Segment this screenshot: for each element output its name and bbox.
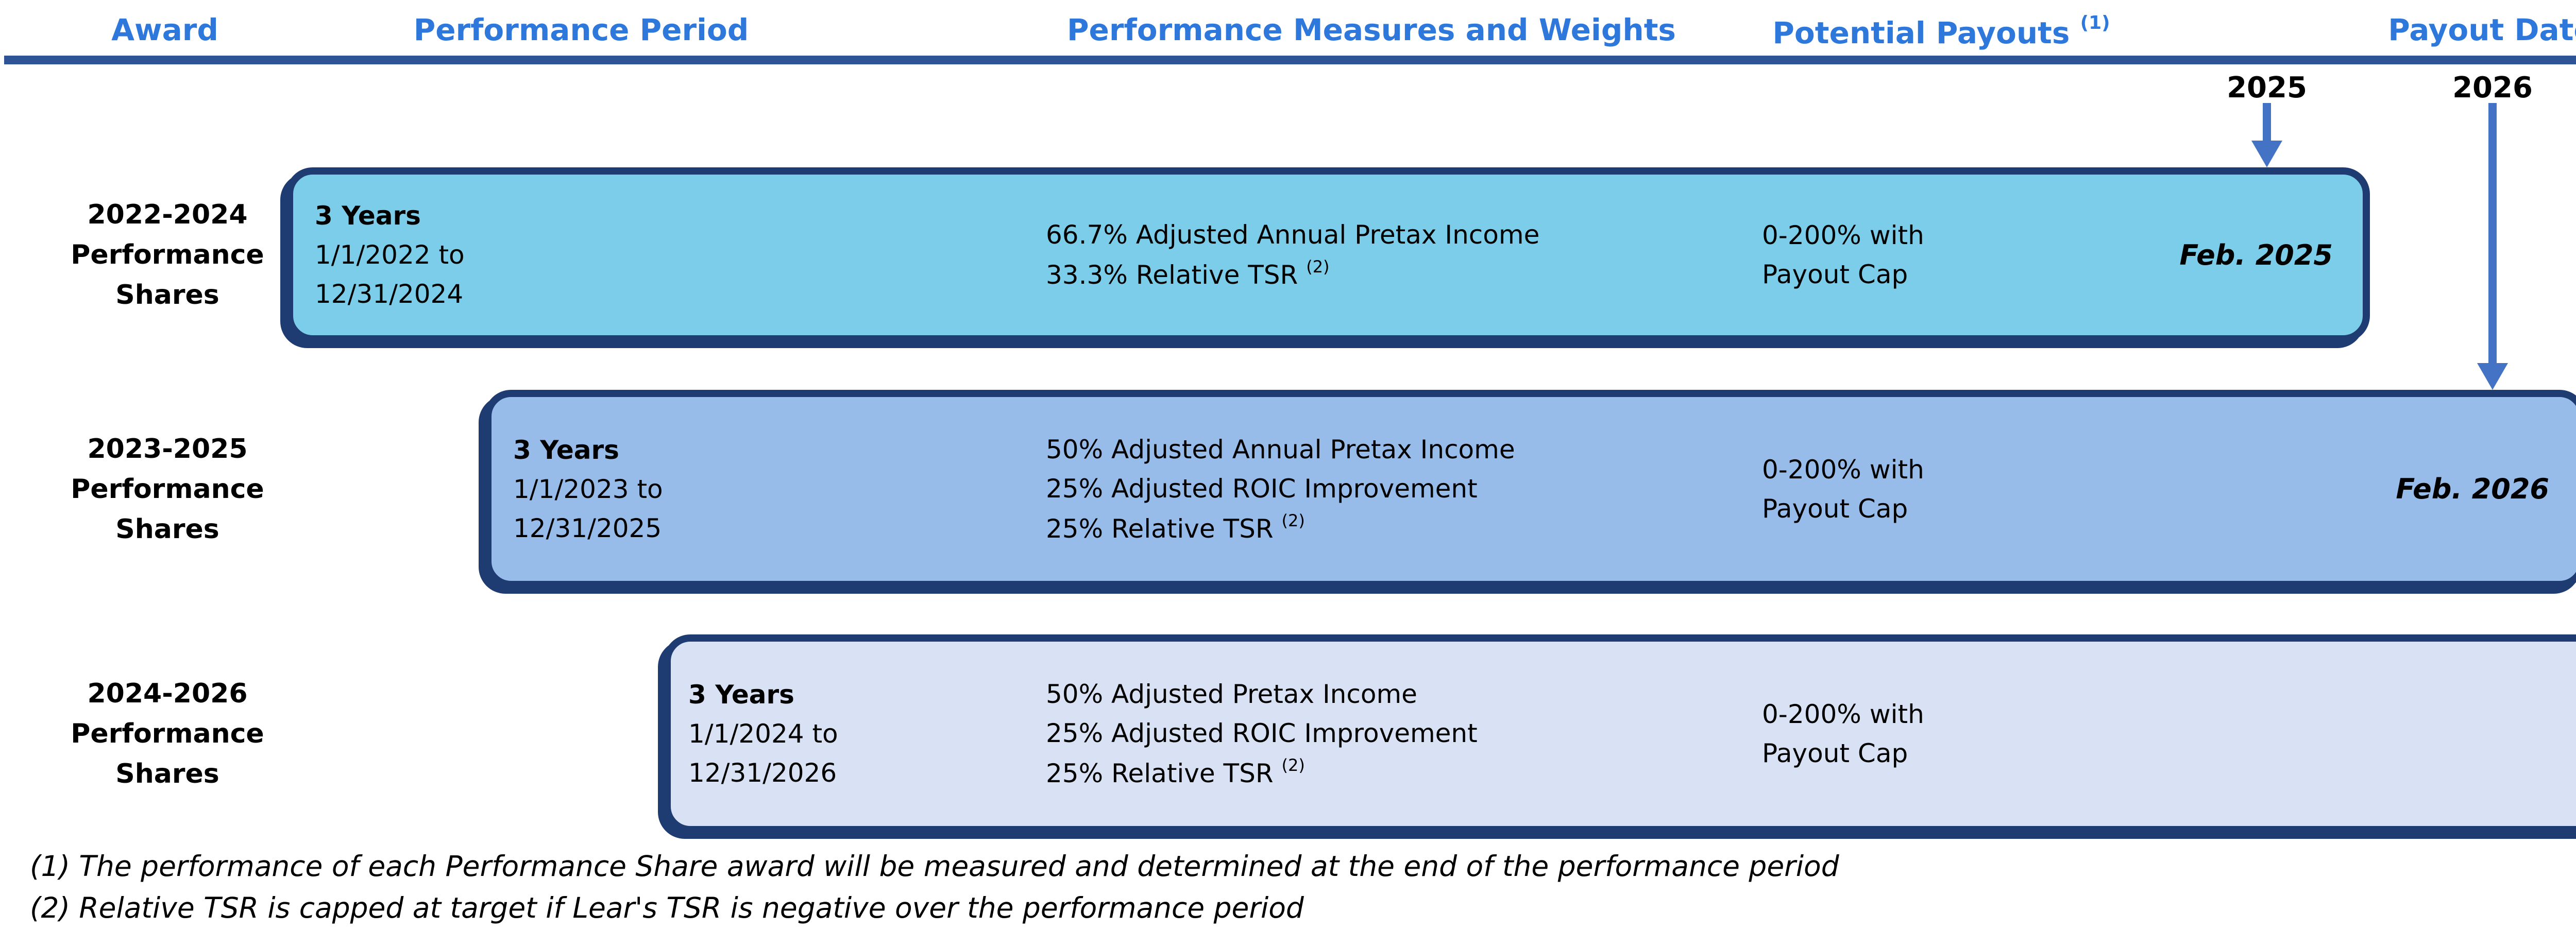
award-line: Performance <box>71 239 264 270</box>
potential-payouts-label: Potential Payouts <box>1772 15 2070 50</box>
award-line: 2023-2025 <box>87 433 248 464</box>
performance-bar-2023-2025: 3 Years 1/1/2023 to 12/31/2025 50% Adjus… <box>484 390 2576 588</box>
year-label-2026: 2026 <box>2452 71 2533 105</box>
arrow-2025-head-icon <box>2251 141 2282 167</box>
footnote-2-marker: (2) <box>1281 510 1305 530</box>
measures-column: 50% Adjusted Annual Pretax Income 25% Ad… <box>1046 397 1515 581</box>
period-column: 3 Years 1/1/2023 to 12/31/2025 <box>513 397 663 581</box>
column-header-performance-period: Performance Period <box>413 12 749 47</box>
payout-line: Payout Cap <box>1762 738 1908 768</box>
measures-column: 50% Adjusted Pretax Income 25% Adjusted … <box>1046 642 1478 826</box>
footnote-2-marker: (2) <box>1306 257 1330 277</box>
footnote-1-marker: (1) <box>2080 12 2110 33</box>
payout-column: 0-200% with Payout Cap <box>1762 642 1924 826</box>
period-column: 3 Years 1/1/2024 to 12/31/2026 <box>688 642 838 826</box>
award-line: Performance <box>71 718 264 749</box>
award-line: 2024-2026 <box>87 678 248 709</box>
performance-bar-2024-2026: 3 Years 1/1/2024 to 12/31/2026 50% Adjus… <box>664 634 2576 833</box>
footnote-2-marker: (2) <box>1281 755 1305 775</box>
period-start: 1/1/2023 to <box>513 474 663 504</box>
payout-column: 0-200% with Payout Cap <box>1762 175 1924 335</box>
award-label-2022-2024: 2022-2024 Performance Shares <box>5 167 330 342</box>
column-header-award: Award <box>111 12 218 47</box>
award-line: Shares <box>115 759 219 789</box>
award-line: 2022-2024 <box>87 199 248 230</box>
measure-text: 25% Relative TSR <box>1046 759 1274 788</box>
period-start: 1/1/2022 to <box>315 240 465 270</box>
arrow-2026 <box>2477 0 2508 390</box>
measure-line: 25% Adjusted ROIC Improvement <box>1046 473 1478 504</box>
payout-line: 0-200% with <box>1762 220 1924 250</box>
header-divider-rule <box>4 56 2576 64</box>
arrow-2025-shaft <box>2263 103 2271 142</box>
arrow-2026-head-icon <box>2477 363 2508 390</box>
period-duration: 3 Years <box>688 680 794 710</box>
measure-line: 50% Adjusted Pretax Income <box>1046 679 1417 709</box>
column-header-measures-weights: Performance Measures and Weights <box>1067 12 1676 47</box>
payout-date: Feb. 2026 <box>2396 473 2549 505</box>
award-line: Shares <box>115 513 219 545</box>
payout-date: Feb. 2025 <box>2179 238 2333 271</box>
payout-line: 0-200% with <box>1762 699 1924 729</box>
year-label-2025: 2025 <box>2227 71 2307 105</box>
measures-column: 66.7% Adjusted Annual Pretax Income 33.3… <box>1046 175 1539 335</box>
column-header-payout-date: Payout Date <box>2388 12 2576 47</box>
measure-line: 25% Relative TSR (2) <box>1046 753 1478 793</box>
column-header-potential-payouts: Potential Payouts (1) <box>1772 12 2110 50</box>
footnote-1: (1) The performance of each Performance … <box>30 850 1839 883</box>
measure-line: 33.3% Relative TSR (2) <box>1046 254 1539 295</box>
performance-bar-2022-2024: 3 Years 1/1/2022 to 12/31/2024 66.7% Adj… <box>286 167 2370 342</box>
payout-line: Payout Cap <box>1762 260 1908 289</box>
payout-line: Payout Cap <box>1762 493 1908 524</box>
period-duration: 3 Years <box>513 435 619 465</box>
period-start: 1/1/2024 to <box>688 719 838 749</box>
award-line: Performance <box>71 473 264 505</box>
award-label-2023-2025: 2023-2025 Performance Shares <box>5 390 330 588</box>
period-column: 3 Years 1/1/2022 to 12/31/2024 <box>315 175 465 335</box>
footnotes: (1) The performance of each Performance … <box>30 846 1839 929</box>
measure-line: 25% Adjusted ROIC Improvement <box>1046 718 1478 748</box>
arrow-2025 <box>2251 0 2282 167</box>
measure-line: 66.7% Adjusted Annual Pretax Income <box>1046 220 1540 250</box>
award-label-2024-2026: 2024-2026 Performance Shares <box>5 634 330 833</box>
measure-line: 25% Relative TSR (2) <box>1046 508 1515 548</box>
period-end: 12/31/2026 <box>688 758 837 788</box>
measure-text: 25% Relative TSR <box>1046 513 1274 544</box>
footnote-2: (2) Relative TSR is capped at target if … <box>30 891 1304 925</box>
period-end: 12/31/2025 <box>513 513 662 543</box>
period-duration: 3 Years <box>315 201 421 231</box>
period-end: 12/31/2024 <box>315 279 464 309</box>
payout-column: 0-200% with Payout Cap <box>1762 397 1924 581</box>
measure-line: 50% Adjusted Annual Pretax Income <box>1046 434 1515 464</box>
payout-line: 0-200% with <box>1762 454 1924 485</box>
arrow-2026-shaft <box>2488 103 2497 365</box>
measure-text: 33.3% Relative TSR <box>1046 260 1298 290</box>
award-line: Shares <box>115 280 219 311</box>
